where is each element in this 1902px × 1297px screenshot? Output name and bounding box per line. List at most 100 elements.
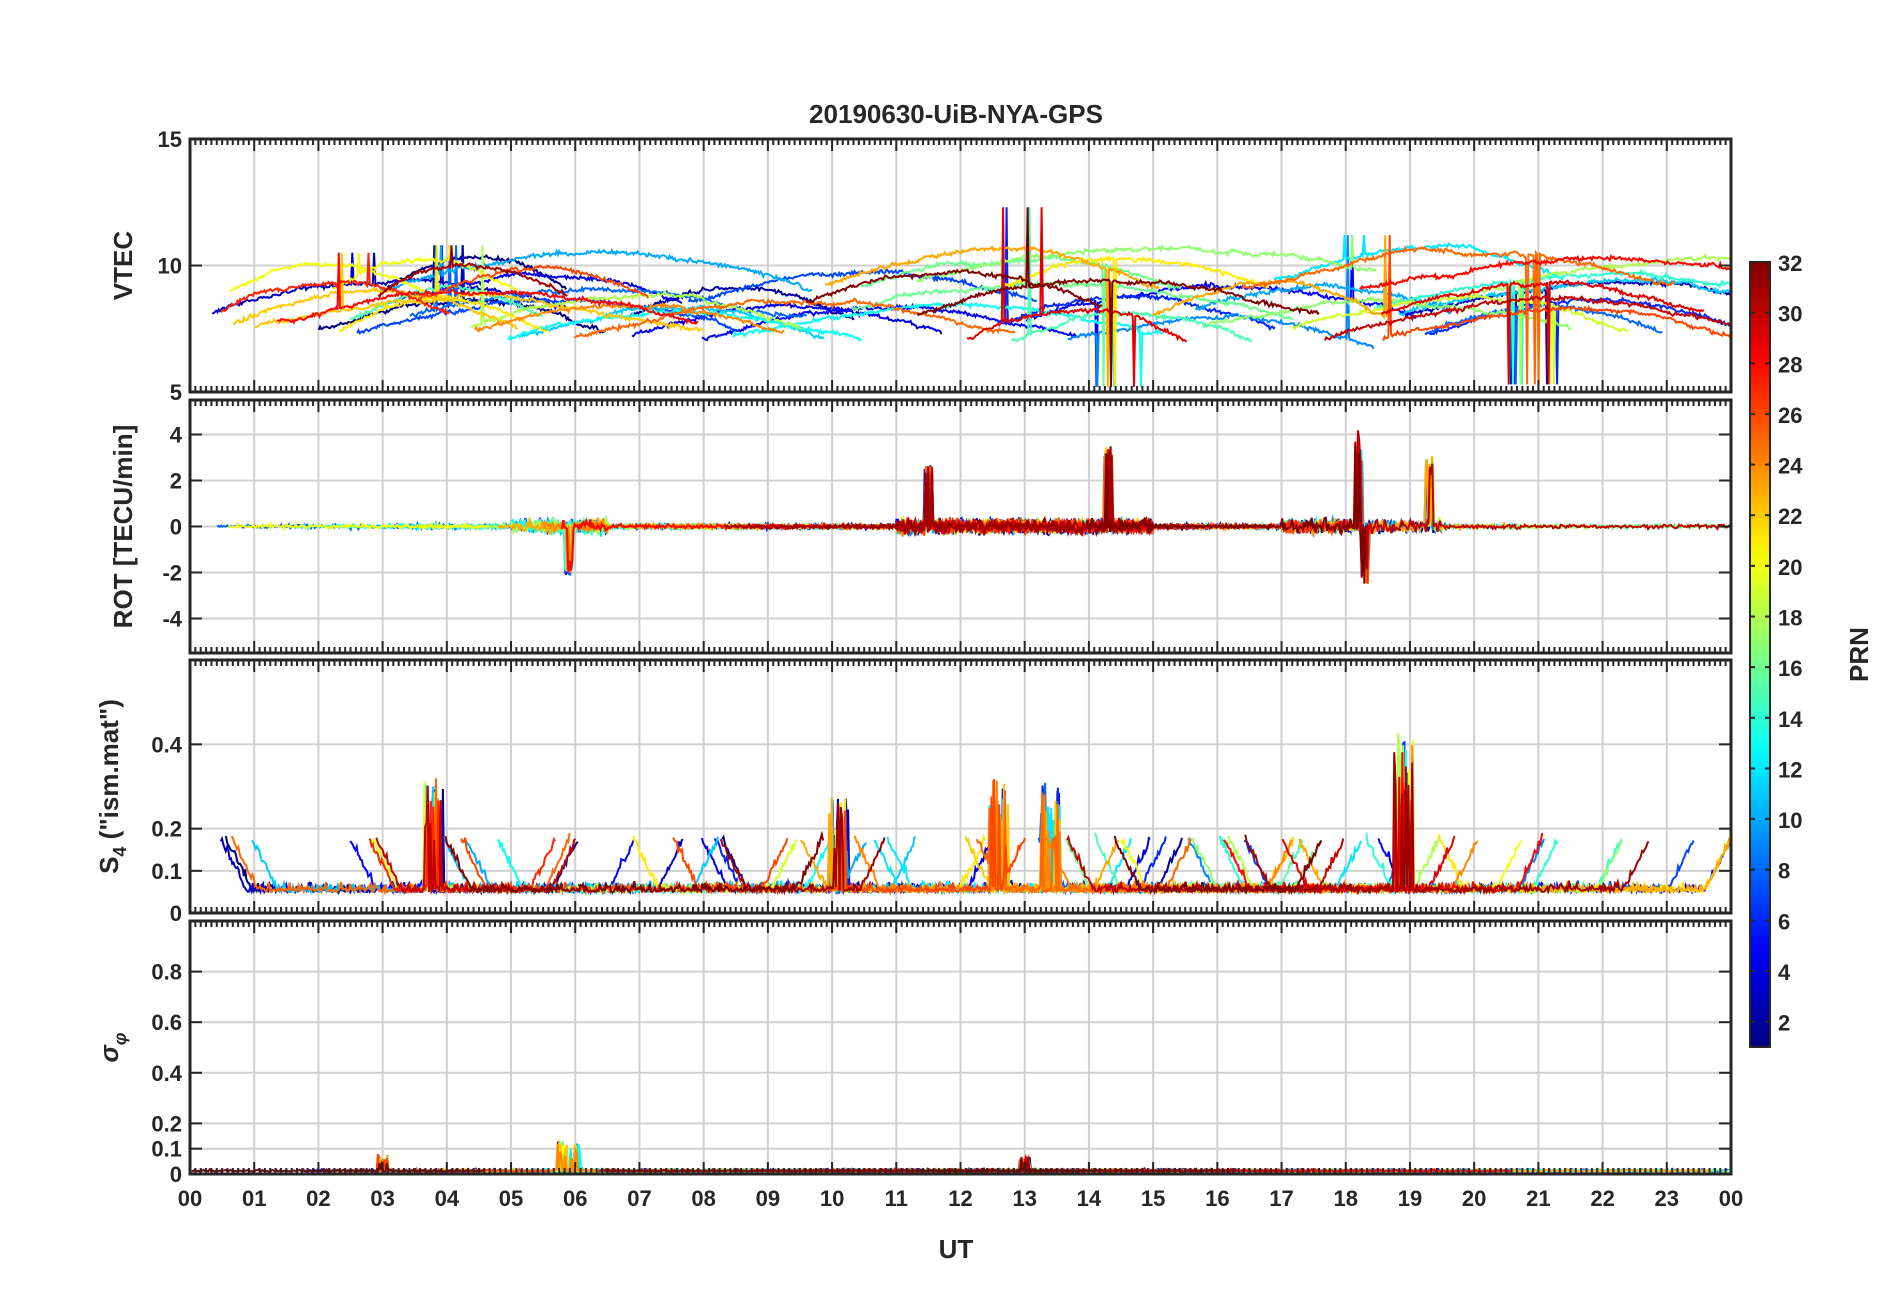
- x-tick-label: 15: [1141, 1186, 1165, 1211]
- x-tick-label: 22: [1590, 1186, 1614, 1211]
- series-line-prn-27: [220, 252, 450, 315]
- x-ticks: [189, 138, 1732, 393]
- y-tick-label: 2: [170, 469, 182, 494]
- series-line-prn-32: [916, 207, 1320, 387]
- y-tick-label: -2: [162, 561, 182, 586]
- colorbar-tick-label: 12: [1778, 757, 1802, 782]
- series-line-prn-26: [1382, 235, 1731, 342]
- series-lines: [216, 430, 1731, 585]
- colorbar-tick-label: 22: [1778, 504, 1802, 529]
- series-line-prn-32: [1086, 445, 1368, 584]
- series-line-prn-20: [228, 521, 488, 532]
- y-axis-label: VTEC: [108, 231, 138, 301]
- series-line-prn-11: [1398, 275, 1731, 317]
- colorbar-tick-label: 20: [1778, 555, 1802, 580]
- series-line-prn-28: [276, 252, 699, 325]
- series-line-prn-21: [338, 245, 549, 333]
- series-lines: [219, 733, 1731, 896]
- chart-title: 20190630-UiB-NYA-GPS: [809, 99, 1103, 129]
- series-line-prn-23: [1152, 235, 1388, 320]
- colorbar-tick-label: 2: [1778, 1011, 1790, 1036]
- x-tick-label: 10: [820, 1186, 844, 1211]
- series-line-prn-31: [377, 245, 568, 299]
- series-line-prn-26: [672, 779, 1026, 896]
- series-line-prn-15: [349, 282, 543, 321]
- colorbar-tick-label: 18: [1778, 606, 1802, 631]
- y-tick-label: 0.4: [151, 1061, 182, 1086]
- x-tick-label: 09: [756, 1186, 780, 1211]
- x-tick-label: 17: [1269, 1186, 1293, 1211]
- series-line-prn-30: [1337, 430, 1731, 578]
- colorbar-tick-label: 24: [1778, 454, 1803, 479]
- series-line-prn-32: [444, 830, 825, 895]
- series-line-prn-4: [631, 302, 943, 338]
- x-tick-label: 23: [1655, 1186, 1679, 1211]
- y-tick-label: 0.2: [151, 817, 182, 842]
- series-line-prn-17: [916, 235, 1377, 284]
- y-axis-label: σφ: [94, 1032, 130, 1062]
- x-tick-label: 21: [1526, 1186, 1550, 1211]
- x-tick-label: 14: [1077, 1186, 1102, 1211]
- series-line-prn-32: [1113, 835, 1323, 895]
- series-line-prn-31: [1244, 752, 1650, 896]
- series-line-prn-30: [1323, 293, 1731, 341]
- series-line-prn-23: [824, 244, 1160, 387]
- colorbar-gradient: [1749, 261, 1771, 1048]
- y-tick-label: -4: [162, 607, 182, 632]
- series-line-prn-29: [1380, 279, 1705, 385]
- x-axis-label: UT: [939, 1234, 974, 1264]
- y-tick-label: 0: [170, 901, 182, 926]
- series-line-prn-14: [1373, 268, 1731, 385]
- x-tick-label: 01: [242, 1186, 266, 1211]
- panel-sigma_phi: 00.10.2 0.4 0.6 0.8 σφ: [94, 919, 1733, 1187]
- series-line-prn-22: [254, 252, 704, 333]
- series-lines: [211, 207, 1731, 387]
- series-line-prn-13: [732, 301, 1163, 387]
- x-tick-label: 04: [435, 1186, 460, 1211]
- grid: [190, 921, 1731, 1174]
- series-line-prn-31: [719, 803, 886, 896]
- y-tick-label: 0: [170, 515, 182, 540]
- y-tick-label: 10: [158, 254, 182, 279]
- colorbar-tick-label: 26: [1778, 403, 1802, 428]
- x-tick-label: 18: [1334, 1186, 1358, 1211]
- x-tick-label: 13: [1012, 1186, 1036, 1211]
- x-tick-label: 02: [306, 1186, 330, 1211]
- x-tick-label: 20: [1462, 1186, 1486, 1211]
- x-tick-label: 00: [1719, 1186, 1743, 1211]
- panel-ROT: -4 -2 0 2 4 ROT [TECU/min]: [108, 398, 1733, 655]
- x-tick-label: 05: [499, 1186, 523, 1211]
- x-tick-label: 12: [948, 1186, 972, 1211]
- x-tick-label: 07: [627, 1186, 651, 1211]
- series-line-prn-10: [379, 245, 813, 293]
- x-tick-label: 03: [370, 1186, 394, 1211]
- panel-VTEC: 5 10 15 VTEC: [108, 127, 1733, 405]
- colorbar-tick-label: 30: [1778, 302, 1802, 327]
- colorbar-tick-label: 28: [1778, 352, 1802, 377]
- series-line-prn-19: [1291, 292, 1628, 385]
- y-tick-label: 0.6: [151, 1010, 182, 1035]
- y-axis-label: ROT [TECU/min]: [108, 425, 138, 629]
- x-tick-label: 00: [178, 1186, 202, 1211]
- y-tick-label: 4: [170, 423, 183, 448]
- y-tick-label: 15: [158, 127, 182, 152]
- colorbar-tick-label: 8: [1778, 859, 1790, 884]
- y-tick-label: 0.4: [151, 732, 182, 757]
- series-line-prn-20: [229, 261, 428, 295]
- colorbar-tick-label: 16: [1778, 656, 1802, 681]
- x-tick-label: 11: [885, 1186, 908, 1211]
- series-line-prn-28: [1359, 253, 1731, 290]
- x-tick-label: 06: [563, 1186, 587, 1211]
- y-axis-label: S4 ("ism.mat"): [94, 699, 130, 874]
- series-line-prn-21: [1002, 254, 1270, 387]
- series-line-prn-9: [1067, 235, 1375, 387]
- colorbar-tick-label: 10: [1778, 808, 1802, 833]
- series-line-prn-16: [850, 280, 1294, 321]
- series-line-prn-27: [368, 800, 556, 896]
- x-tick-label: 08: [691, 1186, 715, 1211]
- x-ticks: [189, 660, 1732, 914]
- y-tick-label: 0.8: [151, 960, 182, 985]
- x-ticks: [189, 400, 1732, 653]
